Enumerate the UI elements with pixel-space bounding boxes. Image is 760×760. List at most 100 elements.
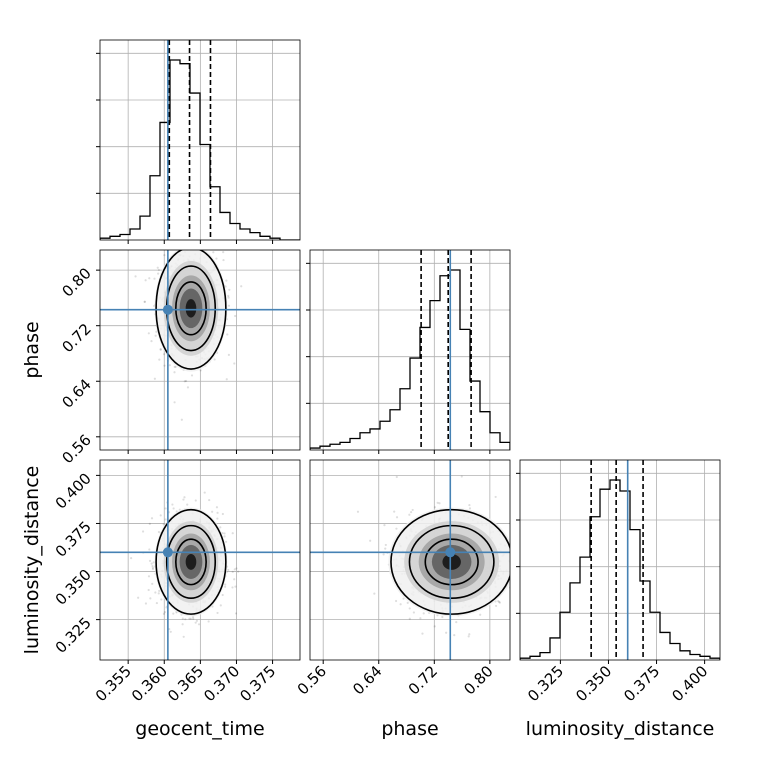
sample-point <box>183 380 186 383</box>
sample-point <box>436 501 439 504</box>
sample-point <box>498 600 501 604</box>
sample-point <box>356 510 360 513</box>
sample-point <box>186 386 190 389</box>
sample-point <box>227 353 230 356</box>
sample-point <box>159 348 162 351</box>
sample-point <box>148 522 151 525</box>
sample-point <box>163 611 166 614</box>
sample-point <box>147 575 151 578</box>
sample-point <box>172 612 175 615</box>
sample-point <box>150 517 154 520</box>
panel-phase-phase <box>306 249 511 454</box>
sample-point <box>227 296 230 299</box>
sample-point <box>211 510 214 513</box>
sample-point <box>494 495 497 499</box>
sample-point <box>412 611 415 614</box>
sample-point <box>223 532 226 535</box>
sample-point <box>168 364 171 367</box>
sample-point <box>445 631 448 634</box>
sample-point <box>383 524 386 527</box>
panel-luminosity_distance-geocent_time: 0.325 0.350 0.375 0.400 0.3550.3600.3650.370… <box>52 459 301 705</box>
sample-point <box>494 604 498 608</box>
sample-point <box>188 617 191 620</box>
y-tick-label: 0.72 <box>58 320 94 356</box>
sample-point <box>165 606 168 609</box>
sample-point <box>194 621 197 624</box>
sample-point <box>159 514 162 517</box>
sample-point <box>212 251 215 254</box>
panel-frame <box>99 249 301 451</box>
sample-point <box>152 561 155 564</box>
sample-point <box>421 632 424 635</box>
x-tick-label: 0.350 <box>572 662 615 705</box>
sample-point <box>438 502 441 505</box>
sample-point <box>516 580 518 582</box>
sample-point <box>149 597 152 600</box>
panel-content <box>100 460 300 660</box>
sample-point <box>409 510 413 514</box>
sample-point <box>159 348 162 351</box>
sample-point <box>134 275 137 278</box>
sample-point <box>411 508 414 512</box>
sample-point <box>144 602 148 605</box>
sample-point <box>455 621 458 624</box>
sample-point <box>235 567 238 570</box>
sample-point <box>205 246 207 248</box>
sample-point <box>468 633 471 636</box>
sample-point <box>408 607 411 610</box>
sample-point <box>153 377 156 380</box>
sample-point <box>216 517 219 520</box>
sample-point <box>222 251 225 254</box>
x-tick-label: 0.365 <box>164 662 207 705</box>
sample-point <box>151 567 155 571</box>
sample-point <box>172 507 175 510</box>
sample-point <box>143 300 146 303</box>
sample-point <box>226 333 229 336</box>
sample-point <box>158 589 161 593</box>
xlabel-phase: phase <box>381 718 438 740</box>
y-tick-label: 0.64 <box>58 375 94 411</box>
sample-point <box>164 507 167 510</box>
sample-point <box>186 503 189 506</box>
sample-point <box>203 243 205 245</box>
sample-point <box>433 506 437 509</box>
sample-point <box>181 617 184 620</box>
sample-point <box>231 570 234 573</box>
sample-point <box>467 635 470 638</box>
sample-point <box>228 288 231 291</box>
sample-point <box>191 616 195 619</box>
ylabel-phase: phase <box>21 321 43 378</box>
sample-point <box>395 475 398 479</box>
sample-point <box>203 491 206 494</box>
sample-point <box>402 597 405 600</box>
sample-point <box>148 548 151 551</box>
truth-point <box>445 547 456 558</box>
sample-point <box>231 532 234 535</box>
contour-line <box>165 524 217 600</box>
panel-content <box>310 460 518 660</box>
sample-point <box>222 258 225 262</box>
sample-point <box>171 247 173 249</box>
x-tick-label: 0.375 <box>620 662 663 705</box>
sample-point <box>433 625 436 628</box>
sample-point <box>183 496 186 499</box>
sample-point <box>162 523 165 526</box>
sample-point <box>148 559 152 563</box>
x-tick-label: 0.64 <box>349 662 385 698</box>
sample-point <box>190 374 194 377</box>
sample-point <box>234 585 237 588</box>
contour-line <box>175 281 207 336</box>
contour-line <box>408 524 495 600</box>
sample-point <box>182 635 185 638</box>
sample-point <box>225 378 228 381</box>
contour-line <box>424 538 479 586</box>
panel-frame <box>99 39 301 241</box>
sample-point <box>221 512 224 516</box>
density-level <box>185 299 197 318</box>
x-tick-label: 0.400 <box>668 662 711 705</box>
sample-point <box>225 279 228 282</box>
y-tick-label: 0.350 <box>52 566 95 609</box>
sample-point <box>173 365 176 368</box>
panel-luminosity_distance-luminosity_distance: 0.325 0.350 0.375 0.400 <box>516 459 721 705</box>
